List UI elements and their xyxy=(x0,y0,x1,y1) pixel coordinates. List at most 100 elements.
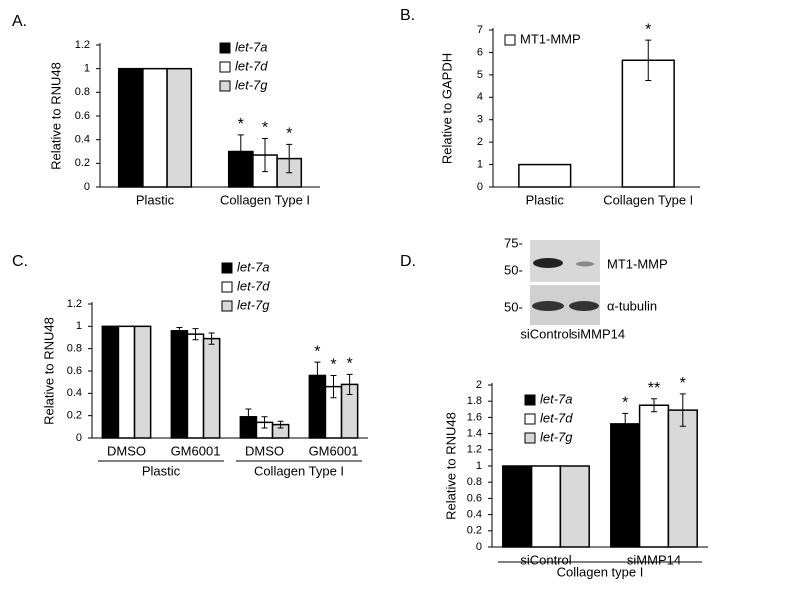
panel-title: C. xyxy=(12,253,28,270)
blot-marker: 50- xyxy=(504,299,523,314)
y-axis-label: Relative to RNU48 xyxy=(48,62,63,170)
legend-swatch xyxy=(524,394,536,406)
error-bar xyxy=(192,328,199,341)
bar xyxy=(142,67,168,188)
significance-mark: * xyxy=(330,357,336,374)
significance-mark: * xyxy=(238,116,244,133)
y-tick-label: 2 xyxy=(477,136,483,148)
legend-label: let-7d xyxy=(235,58,268,73)
y-tick-label: 0.2 xyxy=(67,410,82,422)
blot-band xyxy=(576,261,594,267)
bar xyxy=(530,465,562,548)
y-tick-label: 1.8 xyxy=(467,395,482,407)
western-blot: 75- 50- 50- MT1-MMP α-tubulin siControl … xyxy=(504,235,668,341)
bar xyxy=(621,59,675,188)
error-bar xyxy=(176,326,183,335)
y-tick-label: 0.6 xyxy=(467,492,482,504)
y-tick-label: 0.2 xyxy=(75,157,90,169)
y-tick-label: 1.4 xyxy=(467,428,482,440)
bar xyxy=(559,465,590,548)
bar xyxy=(667,409,698,548)
significance-mark: * xyxy=(622,395,628,412)
panel-title: B. xyxy=(400,7,415,24)
y-tick-label: 0.6 xyxy=(75,110,90,122)
x-tick-label: GM6001 xyxy=(309,443,359,458)
y-tick-label: 1.2 xyxy=(75,39,90,51)
legend-label: let-7d xyxy=(237,278,270,293)
legend-swatch xyxy=(524,432,536,444)
y-tick-label: 0.4 xyxy=(75,134,90,146)
x-tick-label: DMSO xyxy=(245,443,284,458)
y-tick-label: 0.4 xyxy=(467,509,482,521)
y-tick-label: 2 xyxy=(476,379,482,391)
legend-swatch xyxy=(219,80,231,92)
significance-mark: * xyxy=(314,343,320,360)
legend-swatch xyxy=(219,61,231,73)
bar xyxy=(610,423,641,548)
legend-label: MT1-MMP xyxy=(520,31,581,46)
y-tick-label: 5 xyxy=(477,69,483,81)
blot-lane-label: siMMP14 xyxy=(571,326,625,341)
significance-mark: * xyxy=(346,356,352,373)
legend-label: let-7g xyxy=(540,429,573,444)
group-label: Collagen Type I xyxy=(254,463,344,478)
y-tick-label: 0 xyxy=(476,541,482,553)
y-tick-label: 0.8 xyxy=(75,86,90,98)
error-bar xyxy=(645,39,652,81)
y-axis-label: Relative to RNU48 xyxy=(443,412,458,520)
error-bar xyxy=(314,361,321,390)
group-label: Plastic xyxy=(142,463,181,478)
x-tick-label: siControl xyxy=(520,552,571,567)
bar xyxy=(202,337,221,439)
x-tick-label: Plastic xyxy=(526,192,565,207)
error-bar xyxy=(237,134,244,169)
panel-title: D. xyxy=(400,253,416,270)
legend-swatch xyxy=(504,34,516,46)
bar xyxy=(638,404,670,548)
legend-label: let-7g xyxy=(237,297,270,312)
error-bar xyxy=(277,420,284,429)
error-bar xyxy=(346,373,353,395)
y-axis-label: Relative to RNU48 xyxy=(41,317,56,425)
bar xyxy=(186,333,205,439)
bar xyxy=(166,67,193,188)
blot-lane-label: siControl xyxy=(520,326,571,341)
y-tick-label: 6 xyxy=(477,46,483,58)
bar xyxy=(502,465,533,548)
y-tick-label: 0.4 xyxy=(67,387,82,399)
blot-band-label: α-tubulin xyxy=(607,298,657,313)
y-tick-label: 0 xyxy=(477,181,483,193)
x-tick-label: Plastic xyxy=(136,192,175,207)
legend-label: let-7a xyxy=(237,259,270,274)
y-tick-label: 1 xyxy=(76,320,82,332)
significance-mark: * xyxy=(680,375,686,392)
legend-swatch xyxy=(221,281,233,293)
significance-mark: * xyxy=(286,126,292,143)
blot-band xyxy=(533,258,563,268)
y-tick-label: 1 xyxy=(477,158,483,170)
legend-swatch xyxy=(524,413,536,425)
x-tick-label: Collagen Type I xyxy=(603,192,693,207)
panel-title: A. xyxy=(12,13,27,30)
blot-band xyxy=(569,301,599,311)
y-tick-label: 0.6 xyxy=(67,365,82,377)
blot-band xyxy=(532,301,564,311)
y-tick-label: 1 xyxy=(476,460,482,472)
y-axis-label: Relative to GAPDH xyxy=(439,53,454,164)
legend-swatch xyxy=(221,300,233,312)
legend-swatch xyxy=(221,262,233,274)
error-bar xyxy=(245,408,252,426)
blot-marker: 75- xyxy=(504,235,523,250)
legend-label: let-7a xyxy=(540,391,573,406)
group-label: Collagen type I xyxy=(557,564,644,579)
x-tick-label: GM6001 xyxy=(171,443,221,458)
y-tick-label: 4 xyxy=(477,91,483,103)
bar xyxy=(117,325,136,439)
y-tick-label: 1.2 xyxy=(67,298,82,310)
y-tick-label: 0 xyxy=(84,181,90,193)
bar xyxy=(133,325,152,439)
y-tick-label: 3 xyxy=(477,114,483,126)
significance-mark: * xyxy=(262,120,268,137)
y-tick-label: 0.8 xyxy=(67,343,82,355)
y-tick-label: 1.6 xyxy=(467,411,482,423)
